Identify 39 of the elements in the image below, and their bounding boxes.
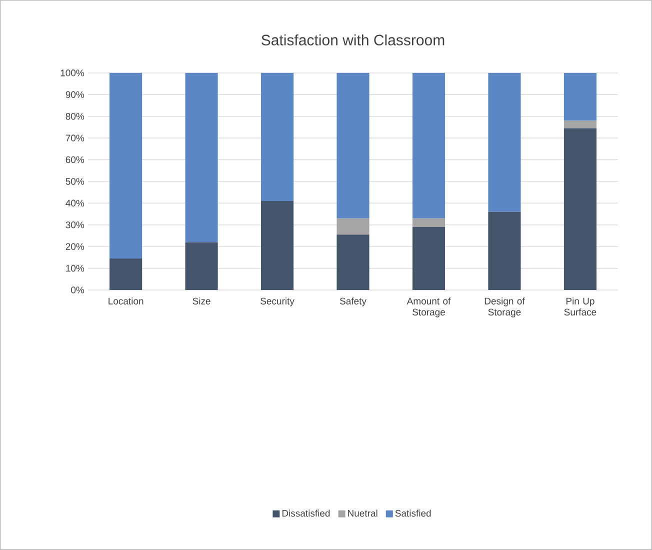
bar [185, 242, 218, 290]
x-tick-label: Safety [340, 298, 366, 306]
y-tick-label: 0% [71, 286, 84, 294]
y-tick-label: 10% [66, 264, 84, 272]
bar [412, 227, 446, 290]
legend-label: Nuetral [348, 510, 378, 517]
x-tick-label: Pin Up Surface [564, 298, 596, 316]
bar [412, 72, 446, 218]
bar [488, 212, 521, 290]
bar [110, 72, 142, 259]
chart-title: Satisfaction with Classroom [262, 34, 444, 46]
bar [110, 258, 142, 290]
y-tick-label: 100% [60, 70, 84, 76]
bar [564, 120, 597, 128]
y-tick-label: 40% [66, 200, 84, 207]
bar [412, 218, 446, 228]
bar [260, 201, 294, 290]
bar [488, 72, 521, 212]
x-tick-label: Amount of Storage [406, 298, 451, 318]
bar [336, 234, 370, 290]
x-tick-label: Location [108, 298, 144, 304]
y-tick-label: 20% [66, 243, 84, 250]
y-tick-label: 70% [66, 134, 84, 142]
bar [336, 218, 370, 235]
bar [336, 72, 370, 218]
bar [564, 128, 597, 290]
y-tick-label: 80% [66, 112, 84, 120]
bar [260, 72, 294, 201]
x-tick-label: Security [260, 298, 294, 306]
y-tick-label: 60% [66, 156, 84, 164]
y-tick-label: 90% [66, 91, 84, 98]
bar [185, 72, 218, 242]
x-tick-label: Size [192, 298, 210, 304]
x-tick-label: Design of Storage [484, 298, 525, 318]
y-tick-label: 30% [66, 222, 84, 228]
y-tick-label: 50% [66, 178, 84, 185]
legend-label: Dissatisfied [282, 510, 330, 517]
legend-label: Satisfied [395, 510, 431, 517]
bar [564, 72, 597, 121]
